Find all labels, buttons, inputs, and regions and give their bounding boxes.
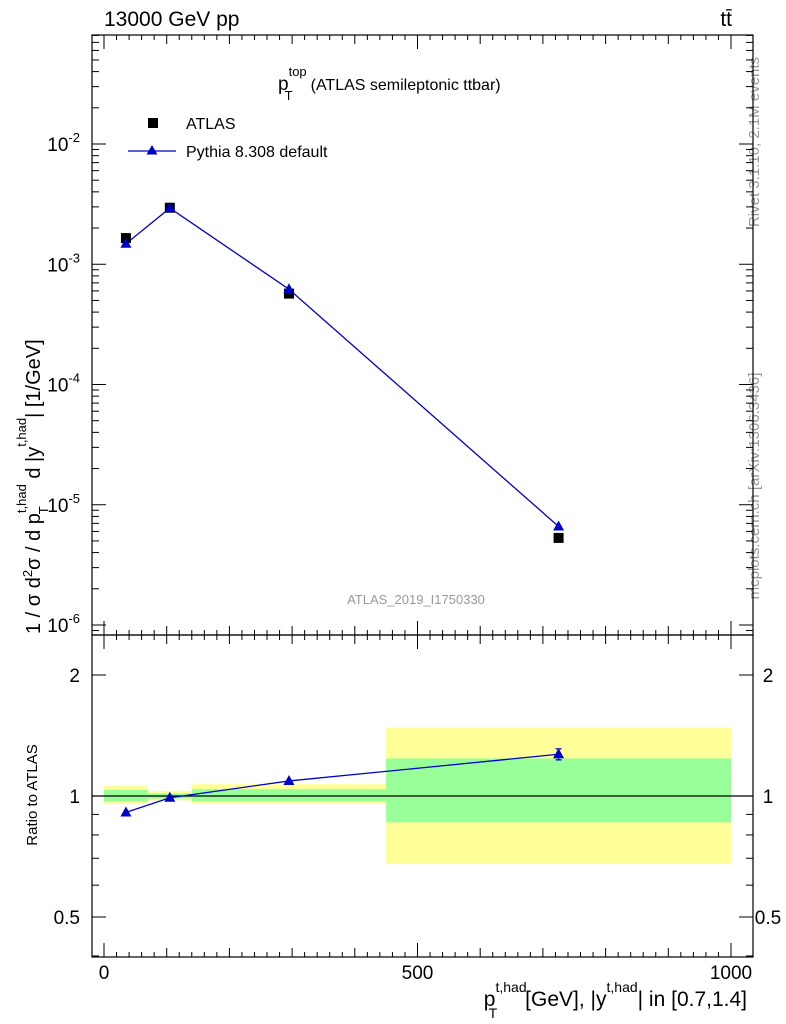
ratio-y-tick-label-left: 2 [69,666,80,687]
ratio-y-axis-label: Ratio to ATLAS [24,744,41,845]
x-tick-label: 0 [99,963,110,984]
rivet-label: Rivet 3.1.10, 2.1M events [746,57,763,227]
ratio-y-tick-label-right: 2 [763,666,774,687]
pythia-point [553,520,565,531]
pythia-point [283,283,295,294]
main-y-tick-label: 10-3 [47,250,80,276]
header-energy: 13000 GeV pp [104,8,239,31]
atlas-point [553,532,564,543]
ratio-y-tick-label-right: 1 [763,787,774,808]
ratio-pythia-point [283,774,295,785]
ratio-y-tick-label-right: 0.5 [755,908,781,929]
header-process: tt̄ [720,8,732,31]
atlas-point [283,288,294,299]
legend-pythia-marker [146,145,158,155]
main-y-tick-labels: 10-6 10-5 10-4 10-3 10-2 [47,130,80,637]
ratio-y-tick-label-left: 1 [69,787,80,808]
main-y-tick-label: 10-5 [47,491,80,517]
main-title: ptop T(ATLAS semileptonic ttbar) [278,64,501,103]
main-y-axis-label: 1 / σ d2σ / d pt,had T d |yt,had| [1/GeV] [14,339,51,634]
ratio-axis-ticks [92,635,753,957]
analysis-watermark: ATLAS_2019_I1750330 [347,592,485,607]
legend: ATLAS Pythia 8.308 default [128,116,328,161]
ratio-pythia-line [125,753,559,814]
main-y-tick-label: 10-4 [47,371,80,397]
ratio-pythia-point [120,806,132,817]
ratio-x-tick-labels: 0 500 1000 [99,963,752,984]
x-axis-label: pt,had T[GeV], |yt,had| in [0.7,1.4] [484,979,747,1021]
main-axis-ticks [92,34,753,635]
x-tick-label: 500 [402,963,434,984]
green-band [386,758,731,823]
ratio-pythia-point [164,791,176,802]
main-data-layer [120,202,565,543]
legend-atlas-marker [148,118,158,128]
main-y-tick-label: 10-6 [47,611,80,637]
mcplots-label: mcplots.cern.ch [arXiv:1306.3436] [746,373,763,600]
ratio-y-tick-labels: 0.5 0.5 1 1 2 2 [54,666,782,929]
pythia-point [120,237,132,248]
ratio-data-layer [120,748,565,817]
legend-pythia-label: Pythia 8.308 default [186,144,328,161]
ratio-y-tick-label-left: 0.5 [54,908,80,929]
legend-atlas-label: ATLAS [186,116,236,133]
pythia-line [125,207,560,527]
ratio-pythia-point [553,748,565,759]
x-tick-label: 1000 [710,963,752,984]
green-band [191,789,387,802]
main-y-tick-label: 10-2 [47,130,80,156]
pythia-point [164,202,176,213]
